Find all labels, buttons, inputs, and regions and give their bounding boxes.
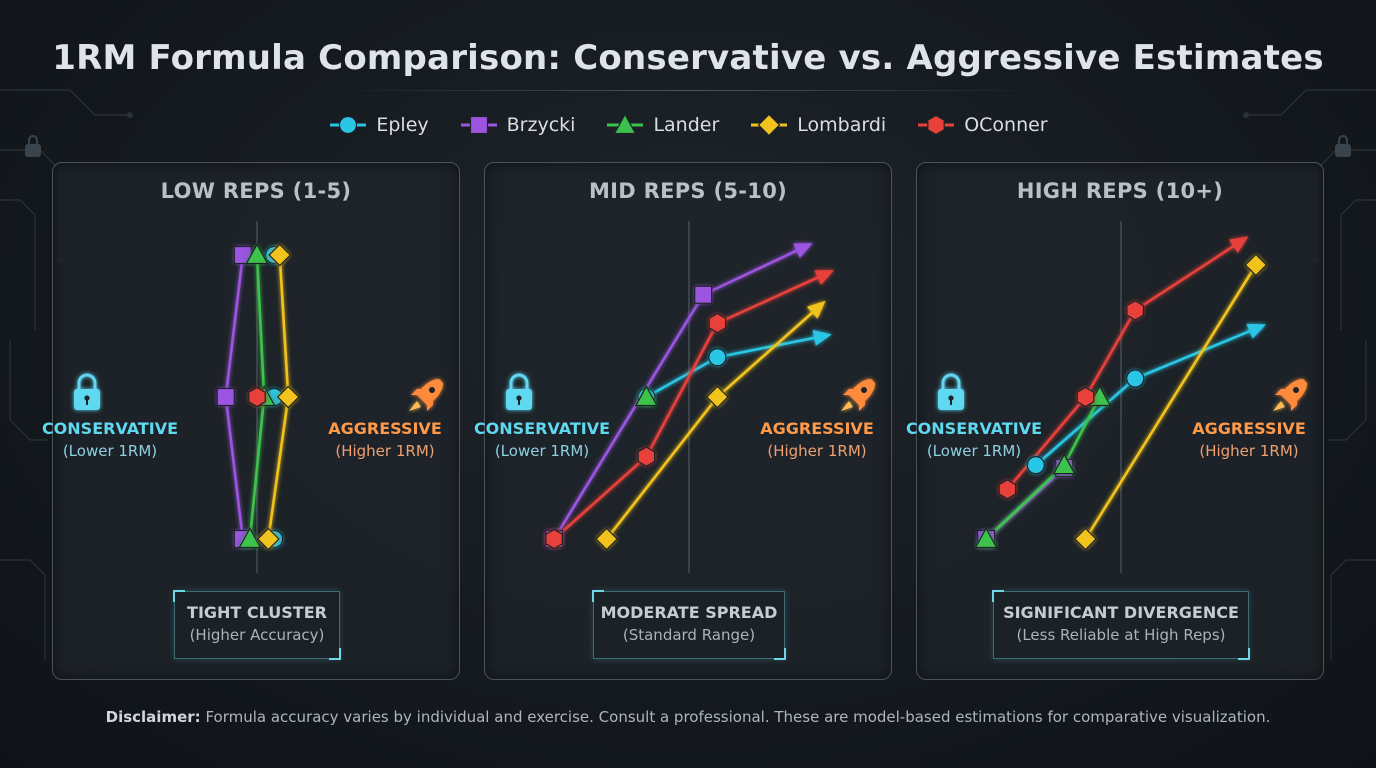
disclaimer-label: Disclaimer: — [105, 708, 201, 726]
marker-lombardi — [757, 113, 781, 137]
title-divider — [330, 90, 1046, 91]
series-line-oconner — [553, 270, 835, 540]
lock-icon — [938, 373, 964, 410]
series-markers — [974, 253, 1268, 551]
legend-label: Lander — [653, 114, 720, 136]
series-markers — [544, 285, 729, 551]
legend-item-lombardi: Lombardi — [749, 113, 886, 137]
rocket-icon — [841, 379, 875, 411]
marker-lombardi — [1074, 527, 1097, 551]
marker-lombardi — [1244, 253, 1268, 277]
marker-lander — [634, 385, 658, 407]
lock-icon — [25, 135, 1351, 157]
marker-lander — [613, 113, 637, 135]
legend-item-brzycki: Brzycki — [459, 113, 576, 137]
marker-lombardi — [257, 527, 280, 551]
disclaimer: Disclaimer: Formula accuracy varies by i… — [0, 708, 1376, 726]
legend-swatch — [607, 113, 644, 135]
marker-lombardi — [706, 385, 729, 409]
marker-lombardi — [268, 243, 292, 267]
series-line-oconner — [1006, 236, 1249, 491]
aggressive-label: AGGRESSIVE (Higher 1RM) — [1192, 419, 1306, 460]
legend-swatch — [918, 114, 955, 136]
rocket-icon — [409, 379, 443, 411]
panel-mid-reps: MID REPS (5-10) CONSERVATIVE (Lower 1RM)… — [474, 162, 892, 680]
marker-oconner — [708, 312, 727, 334]
marker-oconner — [1076, 386, 1095, 408]
series-markers — [216, 243, 300, 551]
marker-epley — [1026, 456, 1045, 475]
marker-lombardi — [595, 527, 618, 551]
summary-box: SIGNIFICANT DIVERGENCE (Less Reliable at… — [992, 590, 1250, 660]
series-line-lombardi — [1084, 264, 1258, 540]
conservative-label: CONSERVATIVE (Lower 1RM) — [473, 419, 611, 460]
series-lines — [552, 243, 835, 540]
lock-icon — [506, 373, 532, 410]
plot-mid-reps — [506, 221, 875, 573]
marker-oconner — [637, 446, 656, 467]
conservative-label: CONSERVATIVE (Lower 1RM) — [905, 419, 1043, 460]
legend-label: Lombardi — [797, 114, 887, 136]
marker-brzycki — [469, 115, 488, 135]
panel-low-reps: LOW REPS (1-5) CONSERVATIVE (Lower 1RM) … — [42, 162, 460, 680]
marker-lander — [238, 527, 262, 549]
marker-lander — [1052, 453, 1076, 475]
disclaimer-text: Formula accuracy varies by individual an… — [205, 708, 1271, 726]
marker-brzycki — [694, 285, 713, 304]
marker-epley — [1126, 369, 1145, 388]
marker-lander — [245, 243, 269, 265]
marker-oconner — [1126, 300, 1145, 321]
summary-box: TIGHT CLUSTER (Higher Accuracy) — [173, 590, 341, 660]
aggressive-label: AGGRESSIVE (Higher 1RM) — [760, 419, 874, 460]
page-title: 1RM Formula Comparison: Conservative vs.… — [52, 38, 1324, 78]
marker-oconner — [545, 528, 563, 550]
panel-high-reps: HIGH REPS (10+) CONSERVATIVE (Lower 1RM)… — [906, 162, 1324, 680]
legend-item-lander: Lander — [605, 113, 719, 137]
legend-label: Brzycki — [506, 114, 576, 136]
panel-title: LOW REPS (1-5) — [160, 179, 352, 203]
marker-brzycki — [216, 387, 235, 407]
plot-high-reps — [938, 221, 1307, 573]
legend-item-epley: Epley — [328, 113, 429, 137]
marker-oconner — [998, 479, 1017, 500]
legend-label: Epley — [376, 114, 429, 136]
marker-epley — [708, 348, 727, 367]
marker-oconner — [248, 386, 266, 408]
marker-oconner — [927, 114, 946, 136]
plot-low-reps — [74, 221, 443, 573]
summary-box: MODERATE SPREAD (Standard Range) — [592, 590, 786, 660]
legend-swatch — [460, 115, 497, 135]
legend-item-oconner: OConner — [916, 113, 1048, 137]
marker-lombardi — [276, 385, 300, 409]
lock-icon — [74, 373, 100, 410]
legend: Epley Brzycki Lander Lombardi OConner — [0, 110, 1376, 140]
marker-lander — [974, 527, 998, 549]
panel-title: MID REPS (5-10) — [588, 179, 788, 203]
rocket-icon — [1273, 379, 1307, 411]
aggressive-label: AGGRESSIVE (Higher 1RM) — [328, 419, 442, 460]
legend-swatch — [330, 115, 367, 135]
legend-label: OConner — [964, 114, 1048, 136]
legend-swatch — [751, 113, 788, 137]
marker-lander — [1088, 385, 1112, 407]
panel-title: HIGH REPS (10+) — [1016, 179, 1224, 203]
conservative-label: CONSERVATIVE (Lower 1RM) — [41, 419, 179, 460]
series-lines — [985, 236, 1267, 540]
marker-epley — [339, 115, 358, 135]
